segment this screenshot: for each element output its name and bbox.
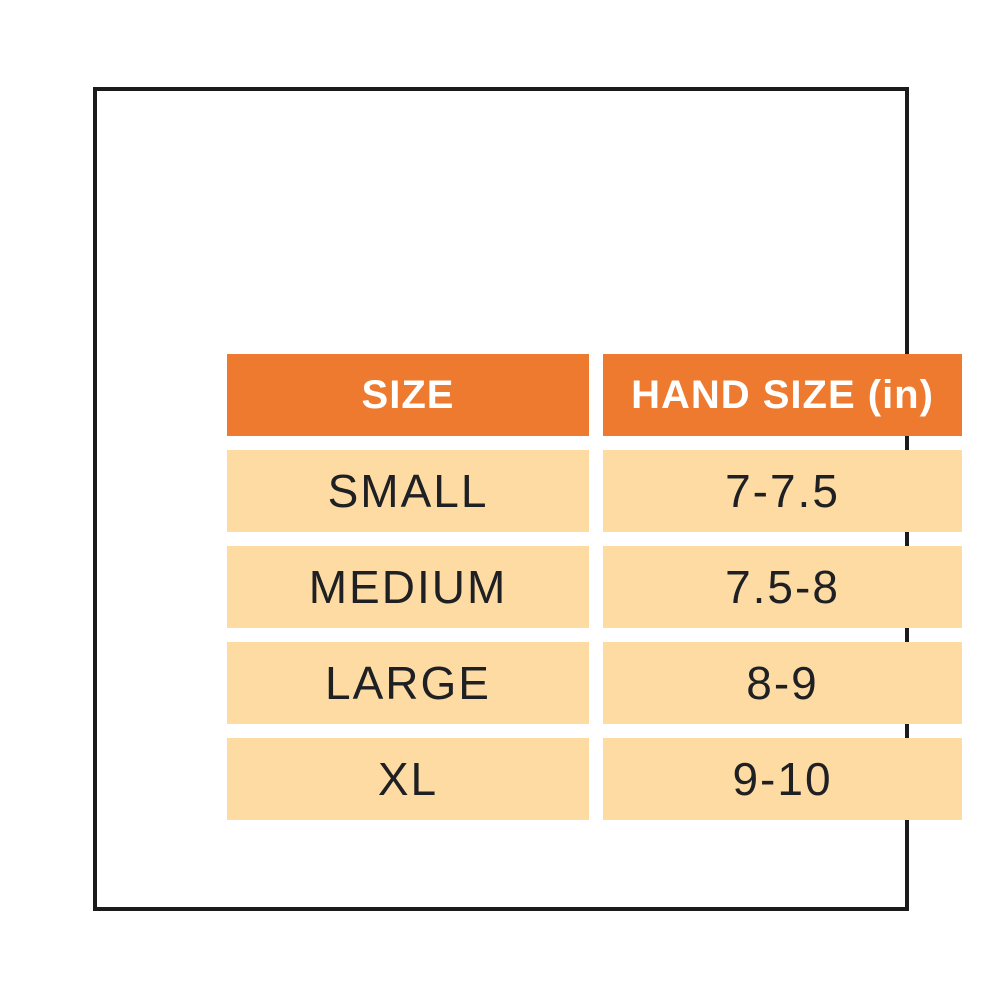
table-cell-size-large: LARGE <box>227 642 589 724</box>
table-cell-handsize-xl: 9-10 <box>603 738 962 820</box>
outer-frame: SIZE HAND SIZE (in) SMALL 7-7.5 MEDIUM 7… <box>93 87 962 911</box>
column-header-hand-size: HAND SIZE (in) <box>603 354 962 436</box>
size-chart-table: SIZE HAND SIZE (in) SMALL 7-7.5 MEDIUM 7… <box>227 354 962 820</box>
table-cell-handsize-large: 8-9 <box>603 642 962 724</box>
column-header-size: SIZE <box>227 354 589 436</box>
table-cell-handsize-small: 7-7.5 <box>603 450 962 532</box>
table-cell-size-xl: XL <box>227 738 589 820</box>
table-cell-size-medium: MEDIUM <box>227 546 589 628</box>
table-cell-handsize-medium: 7.5-8 <box>603 546 962 628</box>
table-cell-size-small: SMALL <box>227 450 589 532</box>
